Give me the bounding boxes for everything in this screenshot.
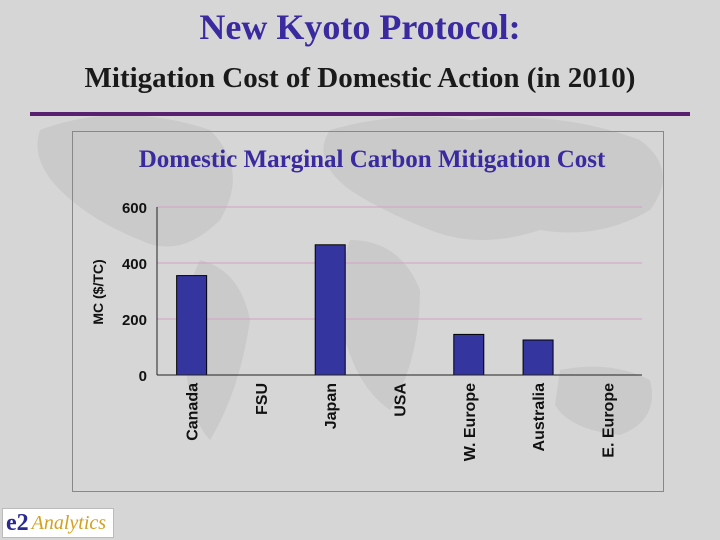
- e2-analytics-logo: e2 Analytics: [2, 508, 114, 538]
- bar-japan: [314, 244, 346, 376]
- logo-prefix: e2: [6, 509, 29, 536]
- bar-australia: [522, 339, 554, 376]
- x-tick-label: FSU: [254, 383, 271, 415]
- slide-title: New Kyoto Protocol:: [199, 7, 521, 47]
- x-tick-label: E. Europe: [600, 383, 617, 458]
- y-axis-label: MC ($/TC): [90, 259, 106, 324]
- title-divider: [30, 112, 690, 116]
- bar-w-europe: [453, 333, 485, 376]
- x-tick-label: W. Europe: [462, 383, 479, 461]
- bar-canada: [176, 275, 208, 376]
- y-tick-label: 0: [139, 368, 147, 385]
- chart-frame: [72, 131, 664, 492]
- x-tick-label: Japan: [323, 383, 340, 429]
- x-tick-label: Australia: [531, 383, 548, 452]
- x-tick-label: USA: [393, 383, 410, 417]
- y-tick-label: 400: [122, 256, 147, 273]
- y-tick-label: 600: [122, 200, 147, 217]
- x-tick-label: Canada: [185, 383, 202, 441]
- y-tick-label: 200: [122, 312, 147, 329]
- slide-subtitle: Mitigation Cost of Domestic Action (in 2…: [84, 62, 636, 94]
- chart-title: Domestic Marginal Carbon Mitigation Cost: [138, 146, 606, 173]
- world-map-background: [37, 115, 663, 440]
- logo-name: Analytics: [31, 511, 107, 534]
